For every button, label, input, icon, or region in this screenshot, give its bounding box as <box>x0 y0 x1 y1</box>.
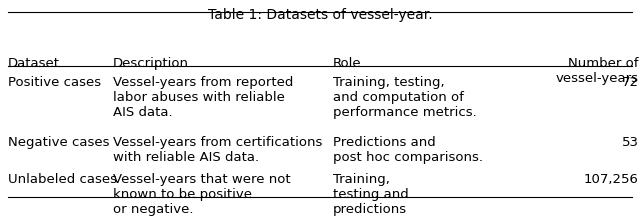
Text: Vessel-years that were not
known to be positive
or negative.: Vessel-years that were not known to be p… <box>113 173 291 216</box>
Text: 107,256: 107,256 <box>584 173 639 186</box>
Text: Positive cases: Positive cases <box>8 76 101 89</box>
Text: 72: 72 <box>621 76 639 89</box>
Text: Number of
vessel-years: Number of vessel-years <box>556 57 639 85</box>
Text: Vessel-years from reported
labor abuses with reliable
AIS data.: Vessel-years from reported labor abuses … <box>113 76 293 119</box>
Text: Training,
testing and
predictions: Training, testing and predictions <box>333 173 408 216</box>
Text: Table 1: Datasets of vessel-year.: Table 1: Datasets of vessel-year. <box>208 8 432 22</box>
Text: Predictions and
post hoc comparisons.: Predictions and post hoc comparisons. <box>333 135 483 164</box>
Text: 53: 53 <box>621 135 639 149</box>
Text: Role: Role <box>333 57 362 70</box>
Text: Unlabeled cases: Unlabeled cases <box>8 173 116 186</box>
Text: Vessel-years from certifications
with reliable AIS data.: Vessel-years from certifications with re… <box>113 135 323 164</box>
Text: Training, testing,
and computation of
performance metrics.: Training, testing, and computation of pe… <box>333 76 477 119</box>
Text: Negative cases: Negative cases <box>8 135 109 149</box>
Text: Description: Description <box>113 57 189 70</box>
Text: Dataset: Dataset <box>8 57 60 70</box>
